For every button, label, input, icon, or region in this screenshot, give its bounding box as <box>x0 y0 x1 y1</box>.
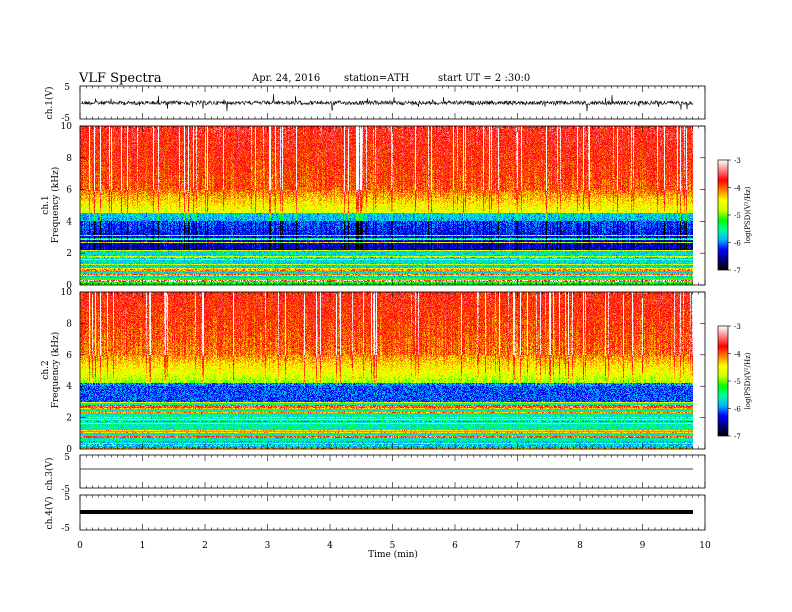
colorbar-tick--7: -7 <box>734 433 741 441</box>
spec-ytick-10: 10 <box>61 122 73 132</box>
ch2-spec-yticks: 0 2 4 6 8 10 <box>61 288 705 455</box>
ch2-spec-ylabel-line1: ch.2 <box>41 360 51 379</box>
x-tick-label-0: 0 <box>77 541 83 551</box>
panel-frames <box>79 85 706 531</box>
ch3-ytick-bottom: -5 <box>61 485 70 495</box>
spec-ytick-2: 2 <box>66 414 72 424</box>
figure-title: VLF Spectra <box>79 71 162 86</box>
ch1-waveform <box>80 94 694 112</box>
ch2-spec-ylabel-line2: Frequency (kHz) <box>50 332 61 409</box>
ch1-colorbar-canvas <box>718 160 728 270</box>
colorbar-tick--6: -6 <box>734 406 741 414</box>
x-tick-label-7: 7 <box>515 541 521 551</box>
ch4-ylabel: ch.4(V) <box>44 497 55 530</box>
ch1-colorbar-labels: -3 -4 -5 -6 -7 <box>728 157 741 275</box>
ch1-colorbar-frame <box>717 159 729 271</box>
ch1-spec-ylabel-line2: Frequency (kHz) <box>50 167 61 244</box>
x-tick-label-4: 4 <box>327 541 333 551</box>
ch1-spec-yticks: 0 2 4 6 8 10 <box>61 122 705 291</box>
x-tick-label-6: 6 <box>452 541 458 551</box>
x-tick-label-5: 5 <box>390 541 396 551</box>
spec-ytick-6: 6 <box>66 351 72 361</box>
ch1-spec-ylabel-line1: ch.1 <box>41 195 51 214</box>
spec-ytick-4: 4 <box>66 217 72 227</box>
colorbar-tick--4: -4 <box>734 185 741 193</box>
figure-date: Apr. 24, 2016 <box>252 73 321 84</box>
colorbar-tick--5: -5 <box>734 212 741 220</box>
spec-ytick-4: 4 <box>66 382 72 392</box>
ch1-ytick-top: 5 <box>64 83 70 93</box>
ch3-ylabel: ch.3(V) <box>44 458 55 491</box>
ch4-ytick-top: 5 <box>64 493 70 503</box>
panel-frame-2 <box>79 291 706 450</box>
spec-ytick-8: 8 <box>66 319 72 329</box>
ch1-colorbar-title: log(PSD)(V²/Hz) <box>744 186 752 243</box>
x-tick-label-2: 2 <box>202 541 208 551</box>
ch1-spectrogram-canvas <box>80 126 693 285</box>
colorbar-tick--3: -3 <box>734 157 741 165</box>
figure-start-time: start UT = 2 :30:0 <box>438 73 531 84</box>
ch2-colorbar-title: log(PSD)(V²/Hz) <box>744 352 752 409</box>
ch4-ytick-bottom: -5 <box>61 524 70 534</box>
ch3-ytick-top: 5 <box>64 453 70 463</box>
x-axis-label: Time (min) <box>368 549 418 560</box>
ch2-spectrogram-canvas <box>80 292 693 449</box>
panel-frame-1 <box>79 125 706 286</box>
colorbar-tick--4: -4 <box>734 351 741 359</box>
x-tick-label-10: 10 <box>699 541 711 551</box>
spec-ytick-8: 8 <box>66 154 72 164</box>
spec-ytick-2: 2 <box>66 249 72 259</box>
x-tick-label-3: 3 <box>265 541 271 551</box>
ch2-colorbar-labels: -3 -4 -5 -6 -7 <box>728 323 741 441</box>
x-tick-labels: 0 1 2 3 4 5 6 7 8 9 10 <box>77 541 711 551</box>
colorbar-tick--3: -3 <box>734 323 741 331</box>
spec-ytick-6: 6 <box>66 186 72 196</box>
colorbar-tick--7: -7 <box>734 267 741 275</box>
ch1-wave-path <box>80 94 694 112</box>
ch1-ytick-bottom: -5 <box>61 114 70 124</box>
colorbar-tick--5: -5 <box>734 378 741 386</box>
x-tick-label-9: 9 <box>640 541 646 551</box>
colorbar-tick--6: -6 <box>734 240 741 248</box>
ch2-colorbar-canvas <box>718 326 728 436</box>
x-tick-label-8: 8 <box>577 541 583 551</box>
ch1-wave-ylabel: ch.1(V) <box>44 87 55 120</box>
ch2-colorbar-frame <box>717 325 729 437</box>
spec-ytick-0: 0 <box>66 281 72 291</box>
x-tick-label-1: 1 <box>140 541 146 551</box>
figure-station: station=ATH <box>344 73 410 84</box>
spec-ytick-0: 0 <box>66 445 72 455</box>
axis-ticks <box>79 86 706 530</box>
spec-ytick-10: 10 <box>61 288 73 298</box>
